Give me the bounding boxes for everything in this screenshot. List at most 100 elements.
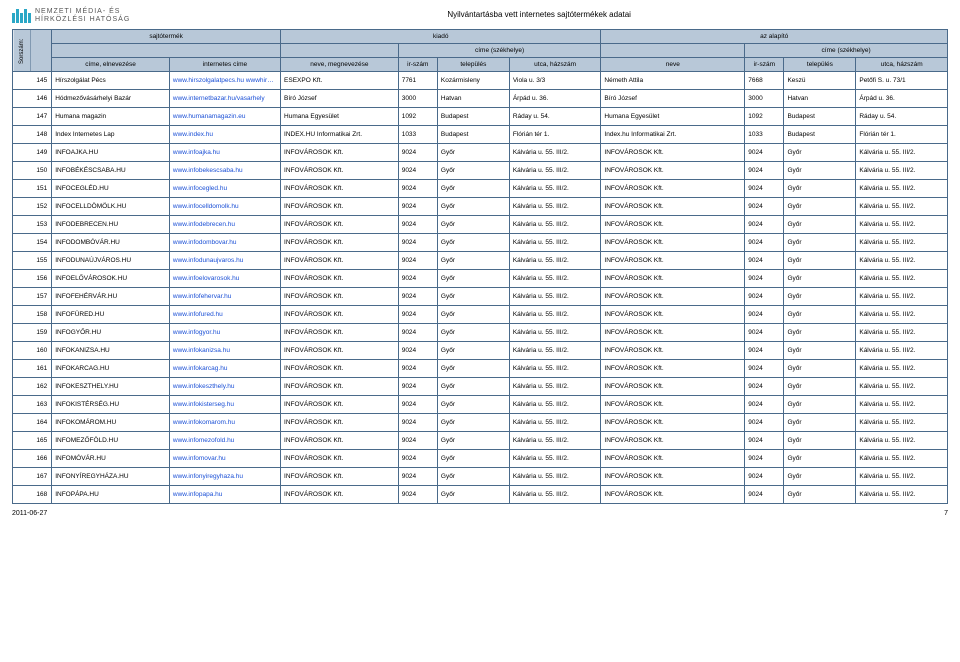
- cell-kiado-irszam: 7761: [398, 72, 437, 90]
- cell-alapito-utca: Kálvária u. 55. III/2.: [856, 414, 948, 432]
- cell-alapito-utca: Kálvária u. 55. III/2.: [856, 324, 948, 342]
- cell-sorszam: 157: [13, 288, 52, 306]
- cell-alapito-irszam: 9024: [745, 270, 784, 288]
- cell-sorszam: 154: [13, 234, 52, 252]
- cell-kiado-utca: Kálvária u. 55. III/2.: [509, 270, 601, 288]
- hdr-sajtotermek: sajtótermék: [52, 30, 281, 44]
- cell-alapito-utca: Petőfi S. u. 73/1: [856, 72, 948, 90]
- cell-url[interactable]: www.infodombovar.hu: [169, 234, 280, 252]
- cell-url[interactable]: www.infokanizsa.hu: [169, 342, 280, 360]
- cell-kiado-utca: Kálvária u. 55. III/2.: [509, 396, 601, 414]
- cell-title: INFOKANIZSA.HU: [52, 342, 170, 360]
- cell-title: INFOBÉKÉSCSABA.HU: [52, 162, 170, 180]
- table-row: 151INFOCEGLÉD.HUwww.infocegled.huINFOVÁR…: [13, 180, 948, 198]
- hdr-kiado: kiadó: [281, 30, 601, 44]
- cell-url[interactable]: www.infobekescsaba.hu: [169, 162, 280, 180]
- cell-alapito-neve: Humana Egyesület: [601, 108, 745, 126]
- cell-kiado-neve: INFOVÁROSOK Kft.: [281, 324, 399, 342]
- cell-kiado-neve: INFOVÁROSOK Kft.: [281, 450, 399, 468]
- cell-url[interactable]: www.infokisterseg.hu: [169, 396, 280, 414]
- cell-url[interactable]: www.hirszolgalatpecs.hu wwwhirekpecs.hu: [169, 72, 280, 90]
- cell-alapito-irszam: 9024: [745, 360, 784, 378]
- cell-url[interactable]: www.infomezofold.hu: [169, 432, 280, 450]
- cell-url[interactable]: www.infoelovarosok.hu: [169, 270, 280, 288]
- cell-url[interactable]: www.infokomarom.hu: [169, 414, 280, 432]
- cell-kiado-irszam: 9024: [398, 468, 437, 486]
- cell-kiado-irszam: 9024: [398, 450, 437, 468]
- cell-kiado-telepules: Győr: [437, 342, 509, 360]
- cell-alapito-neve: Bíró József: [601, 90, 745, 108]
- cell-sorszam: 166: [13, 450, 52, 468]
- table-row: 152INFOCELLDÖMÖLK.HUwww.infocelldomolk.h…: [13, 198, 948, 216]
- table-row: 147Humana magazinwww.humanamagazin.euHum…: [13, 108, 948, 126]
- cell-alapito-neve: INFOVÁROSOK Kft.: [601, 270, 745, 288]
- table-row: 162INFOKESZTHELY.HUwww.infokeszthely.huI…: [13, 378, 948, 396]
- cell-kiado-utca: Árpád u. 36.: [509, 90, 601, 108]
- cell-sorszam: 145: [13, 72, 52, 90]
- cell-kiado-telepules: Győr: [437, 198, 509, 216]
- table-row: 153INFODEBRECEN.HUwww.infodebrecen.huINF…: [13, 216, 948, 234]
- cell-kiado-utca: Flórián tér 1.: [509, 126, 601, 144]
- cell-alapito-telepules: Győr: [784, 468, 856, 486]
- cell-alapito-telepules: Hatvan: [784, 90, 856, 108]
- cell-alapito-utca: Kálvária u. 55. III/2.: [856, 252, 948, 270]
- cell-kiado-telepules: Kozármisleny: [437, 72, 509, 90]
- col-kiado-utca: utca, házszám: [509, 58, 601, 72]
- cell-sorszam: 162: [13, 378, 52, 396]
- cell-alapito-utca: Kálvária u. 55. III/2.: [856, 486, 948, 504]
- cell-title: INFODUNAÚJVÁROS.HU: [52, 252, 170, 270]
- cell-url[interactable]: www.infoajka.hu: [169, 144, 280, 162]
- cell-url[interactable]: www.infomovar.hu: [169, 450, 280, 468]
- cell-kiado-irszam: 1092: [398, 108, 437, 126]
- cell-alapito-irszam: 9024: [745, 378, 784, 396]
- cell-kiado-telepules: Győr: [437, 144, 509, 162]
- footer-page: 7: [944, 510, 948, 517]
- cell-url[interactable]: www.infofured.hu: [169, 306, 280, 324]
- table-row: 158INFOFÜRED.HUwww.infofured.huINFOVÁROS…: [13, 306, 948, 324]
- cell-sorszam: 164: [13, 414, 52, 432]
- cell-url[interactable]: www.index.hu: [169, 126, 280, 144]
- cell-url[interactable]: www.infokarcag.hu: [169, 360, 280, 378]
- cell-url[interactable]: www.humanamagazin.eu: [169, 108, 280, 126]
- cell-url[interactable]: www.infokeszthely.hu: [169, 378, 280, 396]
- cell-alapito-neve: INFOVÁROSOK Kft.: [601, 432, 745, 450]
- cell-url[interactable]: www.infopapa.hu: [169, 486, 280, 504]
- cell-url[interactable]: www.internetbazar.hu/vasarhely: [169, 90, 280, 108]
- cell-alapito-telepules: Győr: [784, 396, 856, 414]
- cell-url[interactable]: www.infodunaujvaros.hu: [169, 252, 280, 270]
- cell-kiado-neve: INFOVÁROSOK Kft.: [281, 288, 399, 306]
- cell-kiado-utca: Ráday u. 54.: [509, 108, 601, 126]
- cell-url[interactable]: www.infogyor.hu: [169, 324, 280, 342]
- cell-kiado-neve: INDEX.HU Informatikai Zrt.: [281, 126, 399, 144]
- table-row: 146Hódmezővásárhelyi Bazárwww.internetba…: [13, 90, 948, 108]
- cell-alapito-utca: Kálvária u. 55. III/2.: [856, 468, 948, 486]
- cell-alapito-irszam: 9024: [745, 234, 784, 252]
- cell-kiado-utca: Kálvária u. 55. III/2.: [509, 162, 601, 180]
- cell-url[interactable]: www.infocegled.hu: [169, 180, 280, 198]
- cell-alapito-irszam: 9024: [745, 432, 784, 450]
- cell-url[interactable]: www.infonyiregyhaza.hu: [169, 468, 280, 486]
- cell-alapito-telepules: Győr: [784, 288, 856, 306]
- cell-kiado-telepules: Győr: [437, 432, 509, 450]
- cell-title: INFOGYŐR.HU: [52, 324, 170, 342]
- cell-kiado-telepules: Győr: [437, 378, 509, 396]
- table-row: 161INFOKARCAG.HUwww.infokarcag.huINFOVÁR…: [13, 360, 948, 378]
- hdr-alapito: az alapító: [601, 30, 948, 44]
- cell-kiado-utca: Kálvária u. 55. III/2.: [509, 414, 601, 432]
- cell-sorszam: 161: [13, 360, 52, 378]
- cell-kiado-neve: INFOVÁROSOK Kft.: [281, 486, 399, 504]
- cell-kiado-neve: INFOVÁROSOK Kft.: [281, 270, 399, 288]
- cell-alapito-utca: Kálvária u. 55. III/2.: [856, 288, 948, 306]
- cell-kiado-irszam: 1033: [398, 126, 437, 144]
- cell-url[interactable]: www.infodebrecen.hu: [169, 216, 280, 234]
- cell-url[interactable]: www.infofehervar.hu: [169, 288, 280, 306]
- col-alapito-irszam: ir-szám: [745, 58, 784, 72]
- hdr-alapito-cime: címe (székhelye): [745, 44, 948, 58]
- cell-sorszam: 155: [13, 252, 52, 270]
- table-row: 166INFOMÓVÁR.HUwww.infomovar.huINFOVÁROS…: [13, 450, 948, 468]
- cell-url[interactable]: www.infocelldomolk.hu: [169, 198, 280, 216]
- cell-kiado-neve: INFOVÁROSOK Kft.: [281, 468, 399, 486]
- cell-alapito-utca: Kálvária u. 55. III/2.: [856, 270, 948, 288]
- cell-alapito-neve: INFOVÁROSOK Kft.: [601, 342, 745, 360]
- cell-kiado-utca: Kálvária u. 55. III/2.: [509, 432, 601, 450]
